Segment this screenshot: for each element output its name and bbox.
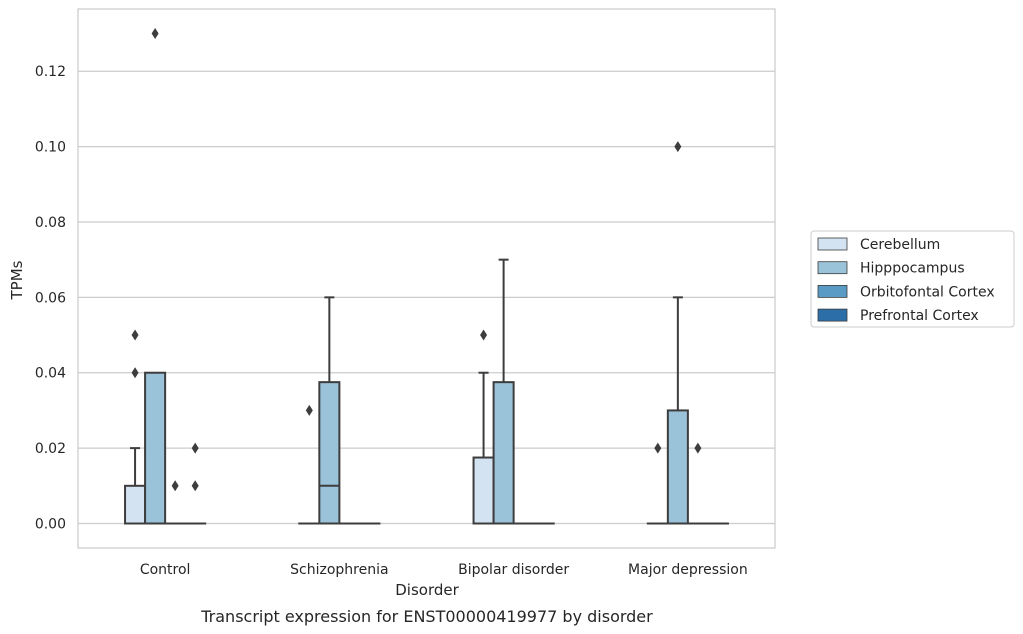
box: [144, 371, 167, 525]
outlier-point: [694, 442, 702, 454]
box: [492, 381, 515, 525]
y-tick-label: 0.10: [35, 140, 66, 156]
box-group: [164, 480, 187, 525]
y-tick-labels: 0.00 0.02 0.04 0.06 0.08 0.10 0.12: [35, 64, 66, 532]
y-tick-label: 0.06: [35, 290, 66, 306]
box-group: [472, 329, 495, 525]
x-axis-label: Disorder: [395, 581, 459, 599]
legend: Cerebellum Hipppocampus Orbitofontal Corte…: [810, 230, 1015, 328]
outlier-point: [151, 28, 159, 39]
chart-caption: Transcript expression for ENST0000041997…: [200, 607, 653, 626]
box-group: [666, 141, 689, 525]
legend-swatch: [817, 284, 848, 298]
x-tick-label: Bipolar disorder: [458, 562, 569, 578]
box: [472, 456, 495, 525]
box: [666, 409, 689, 525]
box: [124, 484, 147, 525]
legend-frame: [810, 230, 1015, 328]
outlier-point: [171, 480, 179, 492]
x-tick-labels: Control Schizophrenia Bipolar disorder Majo…: [140, 562, 748, 578]
box-group: [686, 442, 709, 525]
box-group: [184, 442, 207, 525]
x-tick-label: Major depression: [628, 562, 748, 578]
box-group: [492, 258, 515, 525]
legend-label: Prefrontal Cortex: [860, 308, 979, 324]
box-group: [298, 404, 321, 525]
outlier-point: [131, 367, 139, 379]
outlier-point: [654, 442, 662, 454]
y-axis-label: TPMs: [8, 260, 26, 300]
box: [318, 381, 341, 525]
y-tick-label: 0.00: [35, 517, 66, 533]
legend-label: Cerebellum: [860, 237, 940, 253]
y-tick-label: 0.08: [35, 215, 66, 231]
box-group: [646, 442, 669, 525]
outlier-point: [191, 442, 199, 454]
x-tick-label: Schizophrenia: [290, 562, 388, 578]
box-group: [144, 28, 167, 525]
outlier-point: [674, 141, 682, 153]
y-tick-label: 0.02: [35, 441, 66, 457]
x-tick-label: Control: [140, 562, 191, 578]
outlier-point: [305, 404, 313, 416]
box-group: [124, 329, 147, 525]
legend-swatch: [817, 237, 848, 251]
outlier-point: [131, 329, 139, 341]
legend-swatch: [817, 308, 848, 322]
y-tick-label: 0.12: [35, 64, 66, 80]
outlier-point: [191, 480, 199, 492]
legend-label: Orbitofontal Cortex: [860, 284, 995, 300]
box-series: [124, 28, 729, 525]
outlier-point: [480, 329, 488, 341]
legend-label: Hipppocampus: [860, 261, 965, 277]
y-tick-label: 0.04: [35, 366, 66, 382]
legend-swatch: [817, 261, 848, 275]
box-group: [318, 296, 341, 525]
plot-frame: [77, 8, 776, 549]
